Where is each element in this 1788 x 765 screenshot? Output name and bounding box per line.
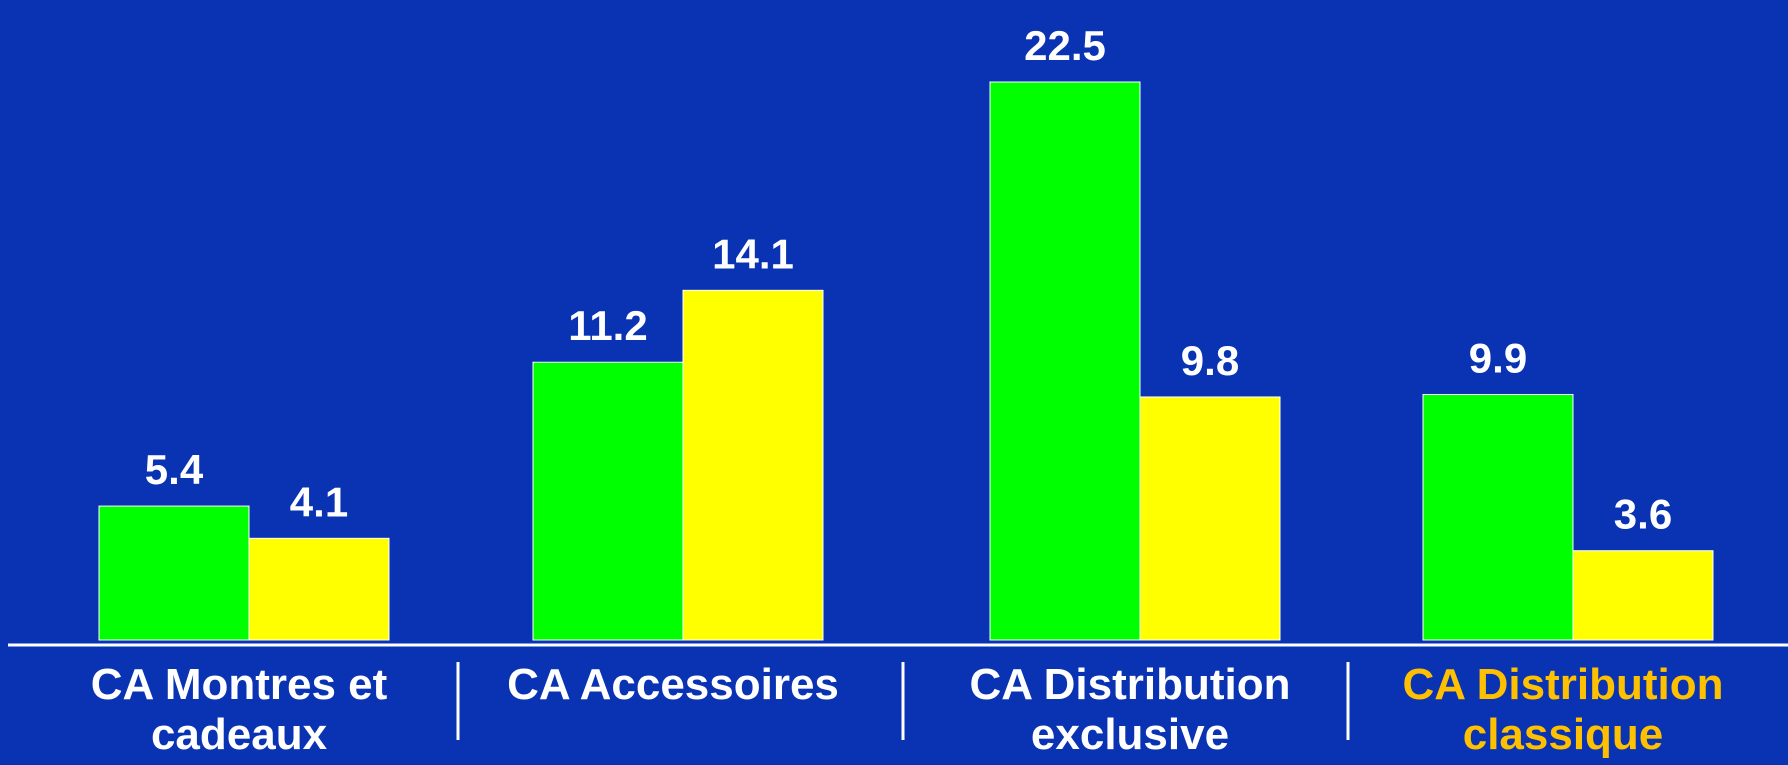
bar: [682, 289, 824, 641]
bar: [98, 505, 250, 641]
value-label: 9.8: [1181, 337, 1239, 384]
x-tick-label: CA Distribution exclusive: [969, 660, 1291, 759]
bar: [532, 361, 684, 641]
x-tick-label: CA Accessoires: [507, 660, 839, 709]
value-label: 3.6: [1614, 491, 1672, 538]
bar: [1572, 550, 1714, 641]
bar: [989, 81, 1141, 641]
unit-label: en M€: [150, 0, 297, 10]
bar: [1422, 393, 1574, 641]
value-label: 4.1: [290, 478, 348, 525]
value-label: 11.2: [568, 302, 647, 349]
x-tick-label: CA Distribution classique: [1402, 660, 1724, 759]
x-tick-label: CA Montres et cadeaux: [90, 660, 388, 759]
bar: [1139, 396, 1281, 641]
value-label: 9.9: [1469, 334, 1527, 381]
value-label: 22.5: [1024, 22, 1106, 69]
bar: [248, 537, 390, 641]
value-label: 14.1: [712, 230, 794, 277]
value-label: 5.4: [145, 446, 204, 493]
